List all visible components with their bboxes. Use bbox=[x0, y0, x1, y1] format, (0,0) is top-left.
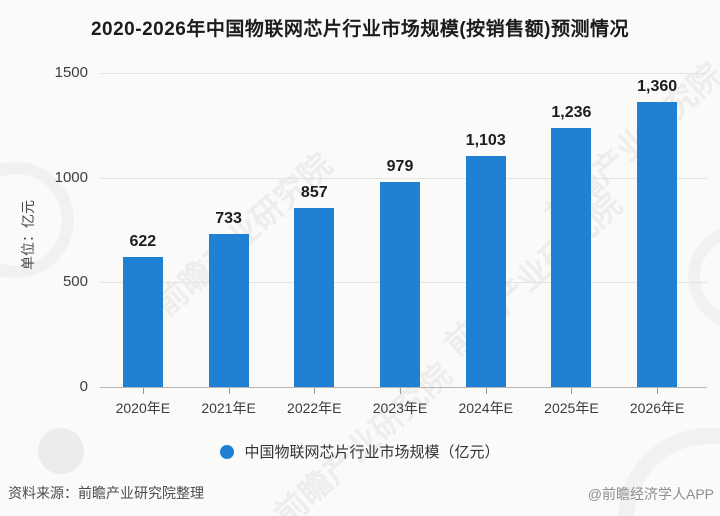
gridline-1500 bbox=[100, 73, 707, 74]
bar-value-label-2025年E: 1,236 bbox=[551, 104, 592, 122]
bar-2025年E bbox=[551, 128, 592, 387]
legend: 中国物联网芯片行业市场规模（亿元） bbox=[0, 441, 720, 462]
x-tick-0 bbox=[142, 388, 144, 394]
x-tick-3 bbox=[400, 388, 401, 394]
x-tick-2 bbox=[314, 388, 316, 394]
x-tick-label-2022年E: 2022年E bbox=[287, 400, 342, 416]
bar-value-label-2024年E: 1,103 bbox=[465, 132, 506, 150]
bar-2024年E bbox=[465, 156, 506, 387]
y-tick-label-1000: 1000 bbox=[54, 168, 88, 186]
bar-2022年E bbox=[294, 207, 335, 387]
x-tick-label-2021年E: 2021年E bbox=[201, 400, 256, 416]
footer-credit: @前瞻经济学人APP bbox=[587, 486, 714, 502]
bar-2026年E bbox=[637, 102, 678, 387]
y-tick-label-500: 500 bbox=[62, 273, 88, 291]
y-tick-label-1500: 1500 bbox=[54, 64, 88, 81]
bar-value-label-2026年E: 1,360 bbox=[637, 78, 678, 96]
chart-title: 2020-2026年中国物联网芯片行业市场规模(按销售额)预测情况 bbox=[90, 19, 630, 40]
bar-2021年E bbox=[208, 233, 249, 387]
watermark-text: 前瞻产业研究院 bbox=[438, 186, 629, 363]
x-tick-label-2024年E: 2024年E bbox=[458, 400, 513, 416]
y-axis-title: 单位：亿元 bbox=[20, 200, 36, 270]
legend-label: 中国物联网芯片行业市场规模（亿元） bbox=[244, 444, 500, 461]
x-tick-label-2026年E: 2026年E bbox=[629, 400, 685, 416]
bar-2020年E bbox=[122, 256, 163, 387]
bar-value-label-2023年E: 979 bbox=[386, 158, 414, 176]
x-tick-label-2023年E: 2023年E bbox=[372, 400, 428, 416]
footer-source: 资料来源：前瞻产业研究院整理 bbox=[8, 485, 204, 501]
bar-value-label-2021年E: 733 bbox=[215, 209, 242, 227]
bar-value-label-2022年E: 857 bbox=[300, 183, 328, 201]
gridline-0 bbox=[100, 387, 707, 388]
x-tick-1 bbox=[228, 388, 230, 394]
legend-dot-icon bbox=[220, 444, 235, 459]
x-tick-5 bbox=[571, 388, 573, 394]
watermark-text: 前瞻产业研究院 bbox=[268, 356, 459, 516]
x-tick-6 bbox=[657, 388, 659, 394]
bar-value-label-2020年E: 622 bbox=[129, 232, 157, 250]
x-tick-label-2025年E: 2025年E bbox=[544, 400, 599, 416]
x-tick-4 bbox=[485, 388, 487, 394]
y-tick-label-0: 0 bbox=[79, 378, 88, 395]
x-tick-label-2020年E: 2020年E bbox=[115, 400, 171, 416]
bar-2023年E bbox=[380, 182, 420, 387]
watermark-ring bbox=[688, 225, 720, 329]
gridline-1000 bbox=[100, 177, 707, 179]
